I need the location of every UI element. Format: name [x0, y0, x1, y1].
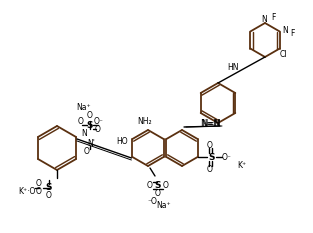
Text: Na⁺: Na⁺: [157, 202, 171, 210]
Text: K⁺·O: K⁺·O: [18, 188, 36, 196]
Text: O: O: [207, 164, 213, 174]
Text: N≡N: N≡N: [200, 119, 220, 128]
Text: F: F: [290, 29, 295, 38]
Text: O: O: [147, 182, 153, 191]
Text: O: O: [95, 124, 101, 134]
Text: O: O: [46, 192, 52, 201]
Text: N': N': [87, 140, 95, 148]
Text: F: F: [271, 13, 275, 21]
Text: S: S: [208, 153, 215, 161]
Text: O: O: [87, 110, 93, 120]
Text: N: N: [282, 26, 288, 35]
Text: O: O: [36, 179, 42, 188]
Text: N: N: [81, 130, 87, 138]
Text: Cl: Cl: [280, 50, 287, 59]
Text: S: S: [87, 120, 93, 130]
Text: NH₂: NH₂: [138, 117, 152, 127]
Text: S: S: [46, 184, 52, 192]
Text: N=N: N=N: [201, 119, 221, 128]
Text: O: O: [78, 116, 84, 126]
Text: ⁻O: ⁻O: [147, 196, 157, 206]
Text: HO: HO: [117, 137, 128, 145]
Text: O⁻: O⁻: [94, 116, 104, 126]
Text: O: O: [207, 140, 213, 150]
Text: Na⁺: Na⁺: [77, 103, 91, 112]
Text: K⁺: K⁺: [237, 161, 246, 169]
Text: O: O: [163, 182, 169, 191]
Text: O: O: [84, 147, 90, 155]
Text: S: S: [155, 182, 161, 191]
Text: O: O: [36, 188, 42, 196]
Text: O: O: [155, 189, 161, 199]
Text: HN: HN: [228, 64, 239, 72]
Text: O⁻: O⁻: [222, 153, 232, 161]
Text: N: N: [261, 14, 267, 24]
